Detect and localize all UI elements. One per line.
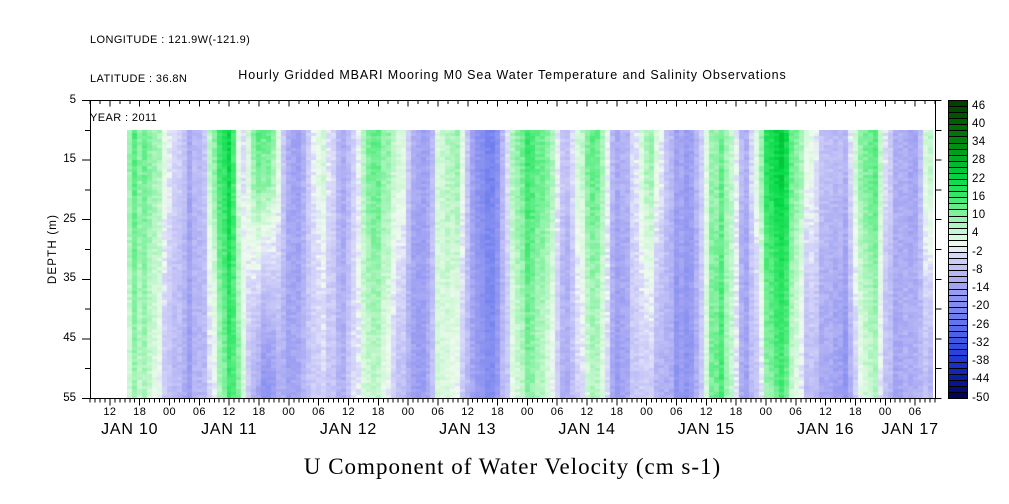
x-axis-hour-label: 00	[520, 406, 534, 418]
x-axis-hour-label: 12	[819, 406, 833, 418]
x-axis-hour-label: 18	[252, 406, 266, 418]
x-axis-hour-label: 06	[669, 406, 684, 418]
colorbar-label: -8	[972, 263, 983, 276]
x-axis-hour-label: 12	[103, 406, 117, 418]
x-axis-day-label: JAN 10	[101, 421, 159, 438]
heatmap-canvas	[127, 130, 933, 398]
x-axis-day-label: JAN 12	[319, 421, 378, 438]
colorbar-label: 22	[972, 172, 986, 185]
x-axis-day-label: JAN 14	[558, 421, 616, 438]
colorbar-label: 40	[972, 117, 986, 130]
x-axis-hour-label: 00	[162, 406, 177, 418]
x-axis-hour-label: 18	[848, 406, 862, 418]
colorbar-label: 34	[972, 136, 986, 149]
colorbar	[948, 100, 968, 399]
x-axis-hour-label: 18	[133, 406, 147, 418]
y-axis-depth-label: 55	[63, 391, 76, 404]
colorbar-label: 16	[972, 190, 986, 203]
x-axis-day-label: JAN 16	[797, 421, 855, 438]
colorbar-label: -26	[972, 318, 990, 331]
y-axis-depth-label: 45	[63, 331, 76, 344]
colorbar-label: -50	[972, 391, 990, 404]
x-axis-hour-label: 12	[580, 406, 594, 418]
x-axis-hour-label: 12	[461, 406, 475, 418]
plot-title: Hourly Gridded MBARI Mooring M0 Sea Wate…	[238, 68, 787, 82]
x-axis-hour-label: 00	[282, 406, 296, 418]
x-axis-hour-label: 00	[401, 406, 415, 418]
colorbar-label: 46	[972, 99, 986, 112]
colorbar-label: 10	[972, 209, 986, 222]
y-axis-depth-label: 5	[69, 93, 76, 106]
colorbar-label: -44	[972, 373, 990, 386]
x-axis-hour-label: 12	[699, 406, 713, 418]
x-axis-day-label: JAN 11	[201, 421, 258, 438]
x-axis-hour-label: 06	[312, 406, 326, 418]
y-axis-depth-label: 15	[63, 153, 76, 166]
y-axis-depth-label: 25	[63, 212, 76, 225]
x-axis-hour-label: 06	[789, 406, 803, 418]
x-axis-caption: U Component of Water Velocity (cm s-1)	[303, 454, 722, 479]
x-axis-hour-label: 00	[878, 406, 892, 418]
x-axis-day-label: JAN 15	[677, 421, 735, 438]
colorbar-label: -32	[972, 336, 990, 349]
colorbar-label: -38	[972, 355, 990, 367]
colorbar-cell	[948, 392, 968, 399]
colorbar-label: -2	[972, 245, 983, 258]
x-axis-hour-label: 00	[640, 406, 654, 418]
x-axis-hour-label: 06	[550, 406, 564, 418]
x-axis-hour-label: 12	[341, 406, 355, 418]
x-axis-day-label: JAN 13	[439, 421, 497, 438]
latitude-label: LATITUDE : 36.8N	[90, 73, 188, 85]
y-axis-depth-label: 35	[63, 272, 76, 285]
longitude-label: LONGITUDE : 121.9W(-121.9)	[90, 34, 251, 46]
x-axis-hour-label: 06	[192, 406, 206, 418]
x-axis-hour-label: 18	[371, 406, 385, 418]
x-axis-hour-label: 06	[908, 406, 922, 418]
x-axis-hour-label: 06	[431, 406, 445, 418]
x-axis-hour-label: 00	[759, 406, 773, 418]
x-axis-day-label: JAN 17	[881, 421, 939, 438]
y-axis-title: DEPTH (m)	[47, 213, 59, 285]
colorbar-label: -14	[972, 282, 990, 295]
colorbar-label: -20	[972, 300, 990, 313]
x-axis-hour-label: 18	[729, 406, 743, 418]
x-axis-hour-label: 12	[222, 406, 236, 418]
x-axis-hour-label: 18	[610, 406, 624, 418]
colorbar-label: 4	[972, 227, 979, 240]
year-label: YEAR : 2011	[90, 112, 158, 124]
colorbar-label: 28	[972, 154, 986, 167]
x-axis-hour-label: 18	[491, 406, 505, 418]
